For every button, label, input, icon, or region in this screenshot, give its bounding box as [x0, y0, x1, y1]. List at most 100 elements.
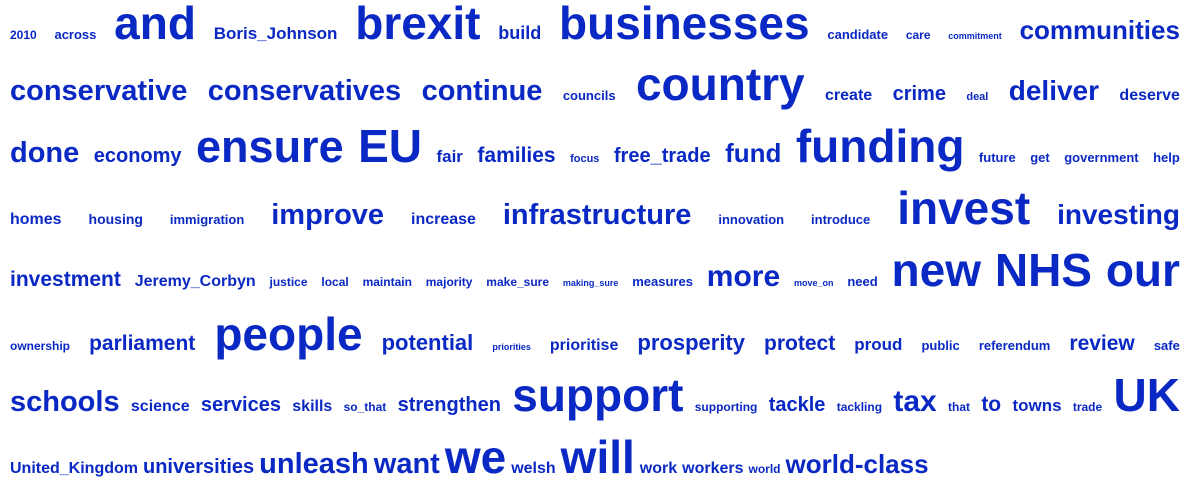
cloud-word: universities — [143, 456, 255, 478]
cloud-word: supporting — [694, 400, 758, 414]
cloud-word: brexit — [355, 0, 481, 49]
cloud-word: majority — [425, 275, 473, 289]
cloud-word: deliver — [1008, 75, 1100, 106]
cloud-word: public — [921, 338, 960, 353]
cloud-word: improve — [271, 199, 385, 231]
cloud-word: proud — [854, 335, 903, 354]
cloud-word: infrastructure — [502, 199, 692, 231]
cloud-word: increase — [411, 211, 476, 228]
cloud-word: tackling — [836, 400, 883, 414]
cloud-word: world — [748, 462, 781, 476]
cloud-word: parliament — [89, 332, 196, 355]
cloud-word: ownership — [10, 339, 71, 353]
cloud-word: protect — [764, 332, 836, 355]
cloud-word: tackle — [768, 394, 826, 416]
cloud-word: funding — [795, 120, 965, 172]
cloud-word: justice — [269, 275, 308, 289]
cloud-word: commitment — [948, 31, 1002, 41]
cloud-word: EU — [358, 120, 422, 172]
cloud-word: potential — [381, 330, 474, 355]
word-row: United_Kingdom universities unleash want we w… — [10, 434, 1180, 480]
cloud-word: families — [477, 144, 556, 167]
cloud-word: NHS — [994, 244, 1092, 296]
cloud-word: free_trade — [613, 145, 711, 167]
cloud-word: to — [981, 393, 1002, 416]
cloud-word: work — [639, 460, 678, 477]
word-row: homes housing immigration improve increase in… — [10, 185, 1180, 231]
cloud-word: invest — [897, 182, 1031, 234]
cloud-word: prioritise — [549, 337, 619, 354]
word-row: conservative conservatives continue council… — [10, 61, 1180, 107]
cloud-word: world-class — [785, 449, 929, 479]
word-row: done economy ensure EU fair families focus free… — [10, 123, 1180, 169]
cloud-word: review — [1069, 332, 1135, 355]
cloud-word: care — [905, 28, 931, 42]
cloud-word: and — [114, 0, 196, 49]
cloud-word: ensure — [196, 121, 344, 172]
cloud-word: our — [1105, 244, 1180, 296]
cloud-word: 2010 — [10, 28, 37, 42]
cloud-word: skills — [292, 398, 333, 415]
cloud-word: support — [512, 369, 684, 421]
cloud-word: conservatives — [207, 75, 402, 107]
cloud-word: science — [130, 398, 190, 415]
cloud-word: will — [560, 431, 635, 483]
cloud-word: build — [498, 23, 542, 43]
cloud-word: introduce — [811, 212, 871, 227]
cloud-word: new — [891, 244, 982, 296]
cloud-word: focus — [570, 153, 600, 165]
cloud-word: referendum — [978, 338, 1051, 353]
cloud-word: communities — [1019, 15, 1180, 45]
cloud-word: local — [321, 275, 349, 289]
cloud-word: businesses — [559, 0, 810, 49]
cloud-word: making_sure — [562, 278, 619, 288]
cloud-word: towns — [1012, 396, 1062, 415]
cloud-word: we — [444, 431, 507, 483]
cloud-word: candidate — [827, 27, 889, 42]
cloud-word: fund — [725, 138, 782, 168]
cloud-word: UK — [1113, 369, 1180, 421]
cloud-word: want — [373, 448, 440, 480]
cloud-word: future — [978, 150, 1016, 165]
word-row: investment Jeremy_Corbyn justice local maint… — [10, 247, 1180, 293]
cloud-word: workers — [682, 460, 744, 477]
cloud-word: services — [200, 394, 281, 416]
word-row: ownership parliament people potential priori… — [10, 311, 1180, 357]
cloud-word: Jeremy_Corbyn — [134, 273, 256, 290]
cloud-word: measures — [632, 274, 693, 289]
cloud-word: safe — [1153, 338, 1180, 353]
cloud-word: prosperity — [637, 330, 745, 355]
cloud-word: so_that — [343, 400, 387, 414]
cloud-word: deal — [966, 91, 989, 103]
cloud-word: schools — [10, 386, 120, 418]
cloud-word: continue — [421, 75, 543, 107]
cloud-word: make_sure — [486, 275, 550, 289]
cloud-word: deserve — [1119, 87, 1180, 104]
cloud-word: councils — [562, 88, 616, 103]
cloud-word: strengthen — [397, 394, 501, 416]
cloud-word: housing — [88, 211, 143, 227]
cloud-word: investment — [10, 268, 121, 291]
cloud-word: conservative — [10, 75, 188, 107]
cloud-word: across — [54, 27, 97, 42]
cloud-word: crime — [892, 83, 946, 105]
cloud-word: move_on — [794, 278, 834, 288]
cloud-word: get — [1030, 150, 1050, 165]
cloud-word: tax — [893, 385, 937, 418]
cloud-word: help — [1153, 150, 1180, 165]
cloud-word: country — [635, 58, 805, 110]
cloud-word: that — [948, 400, 971, 414]
cloud-word: welsh — [511, 460, 556, 477]
cloud-word: more — [706, 260, 781, 293]
cloud-word: investing — [1057, 199, 1180, 230]
cloud-word: done — [10, 137, 80, 169]
word-row: schools science services skills so_that stren… — [10, 372, 1180, 418]
cloud-word: United_Kingdom — [10, 460, 138, 477]
cloud-word: fair — [436, 147, 463, 166]
cloud-word: economy — [93, 145, 182, 167]
cloud-word: unleash — [259, 448, 369, 480]
cloud-word: maintain — [362, 275, 412, 289]
cloud-word: homes — [10, 211, 62, 228]
word-row: 2010 across and Boris_Johnson brexit build bus… — [10, 0, 1180, 46]
cloud-word: need — [847, 274, 878, 289]
